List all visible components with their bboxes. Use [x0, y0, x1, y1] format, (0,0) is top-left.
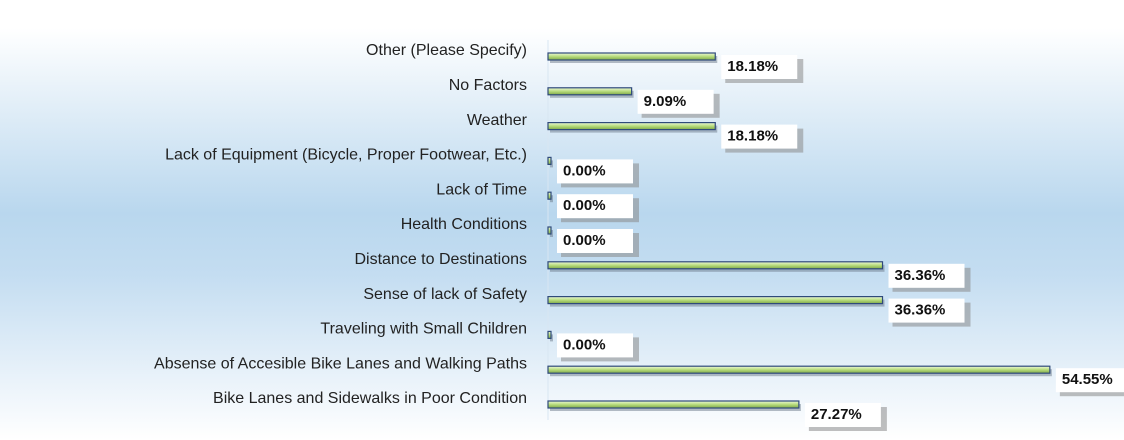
- value-label-box: [721, 124, 798, 149]
- value-label-box: [557, 333, 633, 358]
- category-label: Distance to Destinations: [354, 251, 527, 268]
- bar: [547, 365, 1051, 374]
- value-label: 36.36%: [895, 267, 946, 284]
- value-label-box: [721, 55, 798, 79]
- bar: [547, 121, 716, 131]
- value-label-box: [804, 403, 881, 427]
- value-label-box: [557, 159, 633, 184]
- value-label: 27.27%: [811, 406, 862, 423]
- value-label-box: [637, 89, 714, 114]
- value-label-box: [888, 298, 965, 323]
- category-label: Sense of lack of Safety: [363, 286, 527, 303]
- value-label: 18.18%: [727, 128, 778, 145]
- category-label: No Factors: [449, 77, 527, 94]
- bar: [547, 87, 633, 96]
- bar: [547, 191, 552, 200]
- value-label: 9.09%: [644, 93, 687, 110]
- category-label: Lack of Time: [436, 181, 527, 198]
- value-label: 0.00%: [563, 232, 606, 249]
- category-label: Other (Please Specify): [366, 42, 527, 59]
- value-label: 18.18%: [727, 58, 778, 75]
- category-label: Lack of Equipment (Bicycle, Proper Footw…: [165, 147, 527, 164]
- category-label: Health Conditions: [401, 216, 527, 233]
- category-label: Weather: [467, 112, 528, 129]
- category-label: Traveling with Small Children: [320, 321, 527, 338]
- bar: [547, 156, 552, 165]
- value-label-box: [557, 194, 633, 219]
- value-label-box: [557, 229, 633, 253]
- value-label: 36.36%: [895, 302, 946, 319]
- category-label: Bike Lanes and Sidewalks in Poor Conditi…: [213, 390, 527, 407]
- bar: [547, 330, 552, 339]
- bar: [547, 52, 716, 61]
- category-label: Absense of Accesible Bike Lanes and Walk…: [154, 355, 527, 372]
- bar: [547, 400, 800, 409]
- value-label: 0.00%: [563, 336, 606, 353]
- value-label: 0.00%: [563, 197, 606, 214]
- value-label: 0.00%: [563, 162, 606, 179]
- bar: [547, 226, 552, 235]
- bar: [547, 296, 884, 305]
- value-label: 54.55%: [1062, 371, 1113, 388]
- bar: [547, 261, 884, 270]
- value-label-box: [1055, 368, 1124, 393]
- value-label-box: [888, 263, 965, 288]
